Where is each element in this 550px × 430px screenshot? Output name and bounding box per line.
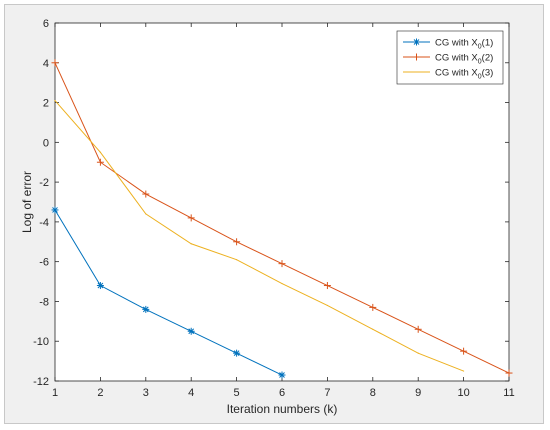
legend-label: CG with X0(3): [435, 68, 493, 81]
plus-marker: [187, 214, 195, 222]
marker-stroke: [188, 328, 195, 335]
marker-stroke: [233, 350, 240, 357]
legend-label-text: CG with X: [435, 53, 478, 64]
y-tick-label: 6: [43, 18, 49, 30]
x-tick-label: 5: [234, 387, 240, 399]
plus-marker: [505, 369, 513, 377]
legend-label-subscript: 0: [478, 44, 482, 51]
x-axis-label: Iteration numbers (k): [227, 402, 338, 416]
series-1: [51, 206, 286, 379]
series-line: [54, 209, 283, 376]
plus-marker: [96, 158, 104, 166]
plus-marker: [142, 190, 150, 198]
x-tick-label: 6: [279, 387, 285, 399]
marker-stroke: [279, 372, 285, 378]
y-tick-label: 0: [43, 137, 49, 149]
x-tick-label: 10: [457, 387, 469, 399]
x-tick-label: 2: [97, 387, 103, 399]
legend-label: CG with X0(1): [435, 38, 493, 51]
x-tick-label: 8: [370, 387, 376, 399]
data-point: [99, 151, 101, 153]
asterisk-marker: [187, 327, 195, 335]
series-line: [54, 100, 464, 372]
legend-label-text: CG with X: [435, 38, 478, 49]
data-point: [281, 282, 283, 285]
legend-entry-1: CG with X0(1): [403, 38, 493, 51]
legend-label-subscript: 0: [478, 59, 482, 66]
series-3: [54, 99, 465, 372]
series-2: [51, 59, 513, 377]
plus-marker: [369, 303, 377, 311]
x-tick-label: 1: [52, 387, 58, 399]
legend: CG with X0(1)CG with X0(2)CG with X0(3): [396, 30, 504, 85]
asterisk-marker: [51, 206, 59, 214]
legend-label-suffix: (1): [482, 38, 494, 49]
data-point: [326, 304, 328, 307]
plus-marker: [460, 347, 468, 355]
x-tick-label: 4: [188, 387, 194, 399]
y-tick-label: 2: [43, 98, 49, 110]
marker-stroke: [52, 207, 58, 213]
x-tick-label: 7: [324, 387, 330, 399]
plus-marker: [278, 260, 286, 268]
x-tick-label: 3: [143, 387, 149, 399]
x-tick-label: 11: [503, 387, 514, 399]
asterisk-marker: [278, 371, 286, 379]
asterisk-marker: [142, 305, 150, 313]
series-layer: [51, 59, 513, 379]
legend-label-text: CG with X: [435, 68, 478, 79]
legend-entry-2: CG with X0(2): [403, 53, 493, 66]
asterisk-marker: [413, 38, 420, 46]
y-tick-label: -8: [39, 296, 49, 308]
data-point: [145, 213, 147, 215]
y-tick-label: 4: [43, 58, 49, 70]
legend-label: CG with X0(2): [435, 53, 493, 66]
y-tick-label: -12: [33, 376, 49, 388]
data-point: [463, 370, 465, 372]
axis-ticks: 1 2 3 4 5 6 7 8 9 10 11 -12 -10 -8 -6 -4 -2 0 2 4 6: [33, 18, 515, 399]
legend-label-suffix: (3): [482, 68, 494, 79]
asterisk-marker: [96, 282, 104, 290]
asterisk-marker: [233, 349, 241, 357]
plus-marker: [233, 238, 241, 246]
plus-marker: [323, 282, 331, 290]
plus-marker: [413, 53, 420, 61]
y-axis-label: Log of error: [20, 171, 34, 233]
data-point: [236, 259, 238, 261]
y-tick-label: -4: [39, 217, 49, 229]
data-point: [372, 328, 374, 330]
data-point: [417, 352, 419, 354]
data-point: [190, 243, 192, 245]
plus-marker: [51, 59, 59, 67]
legend-entry-3: CG with X0(3): [403, 68, 493, 81]
marker-stroke: [97, 282, 104, 289]
x-tick-label: 9: [415, 387, 421, 399]
data-point: [54, 99, 56, 102]
y-tick-label: -10: [33, 336, 49, 348]
marker-stroke: [413, 39, 420, 45]
plus-marker: [414, 325, 422, 333]
y-tick-label: -2: [39, 177, 49, 189]
y-tick-label: -6: [39, 257, 49, 269]
marker-stroke: [142, 306, 149, 313]
legend-label-suffix: (2): [482, 53, 494, 64]
legend-label-subscript: 0: [478, 74, 482, 81]
